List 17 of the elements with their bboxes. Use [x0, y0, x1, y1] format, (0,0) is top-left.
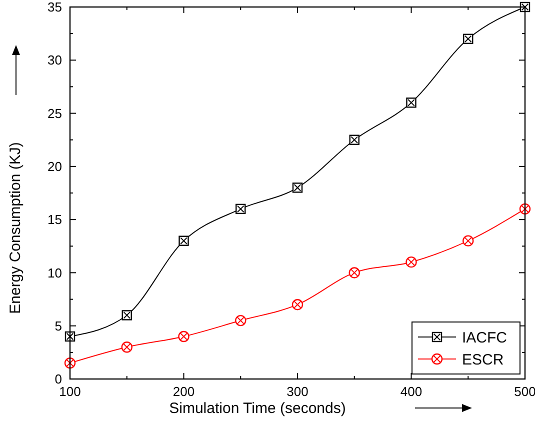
- x-tick-label: 200: [172, 384, 195, 399]
- y-tick-label: 30: [48, 52, 62, 68]
- x-tick-label: 300: [286, 384, 308, 399]
- y-tick-label: 5: [54, 318, 62, 334]
- x-tick-label: 500: [514, 384, 535, 399]
- x-axis-title: Simulation Time (seconds): [169, 400, 346, 417]
- x-tick-label: 400: [400, 384, 422, 399]
- legend-label: IACFC: [462, 329, 508, 346]
- y-tick-label: 20: [48, 158, 62, 174]
- y-tick-label: 35: [48, 0, 62, 15]
- y-tick-label: 10: [48, 265, 62, 280]
- legend-label: ESCR: [462, 351, 504, 368]
- y-tick-label: 15: [48, 212, 62, 228]
- y-axis-title: Energy Consumption (KJ): [7, 142, 24, 314]
- y-tick-label: 0: [54, 372, 62, 387]
- x-tick-label: 100: [59, 384, 81, 399]
- y-tick-label: 25: [48, 106, 62, 121]
